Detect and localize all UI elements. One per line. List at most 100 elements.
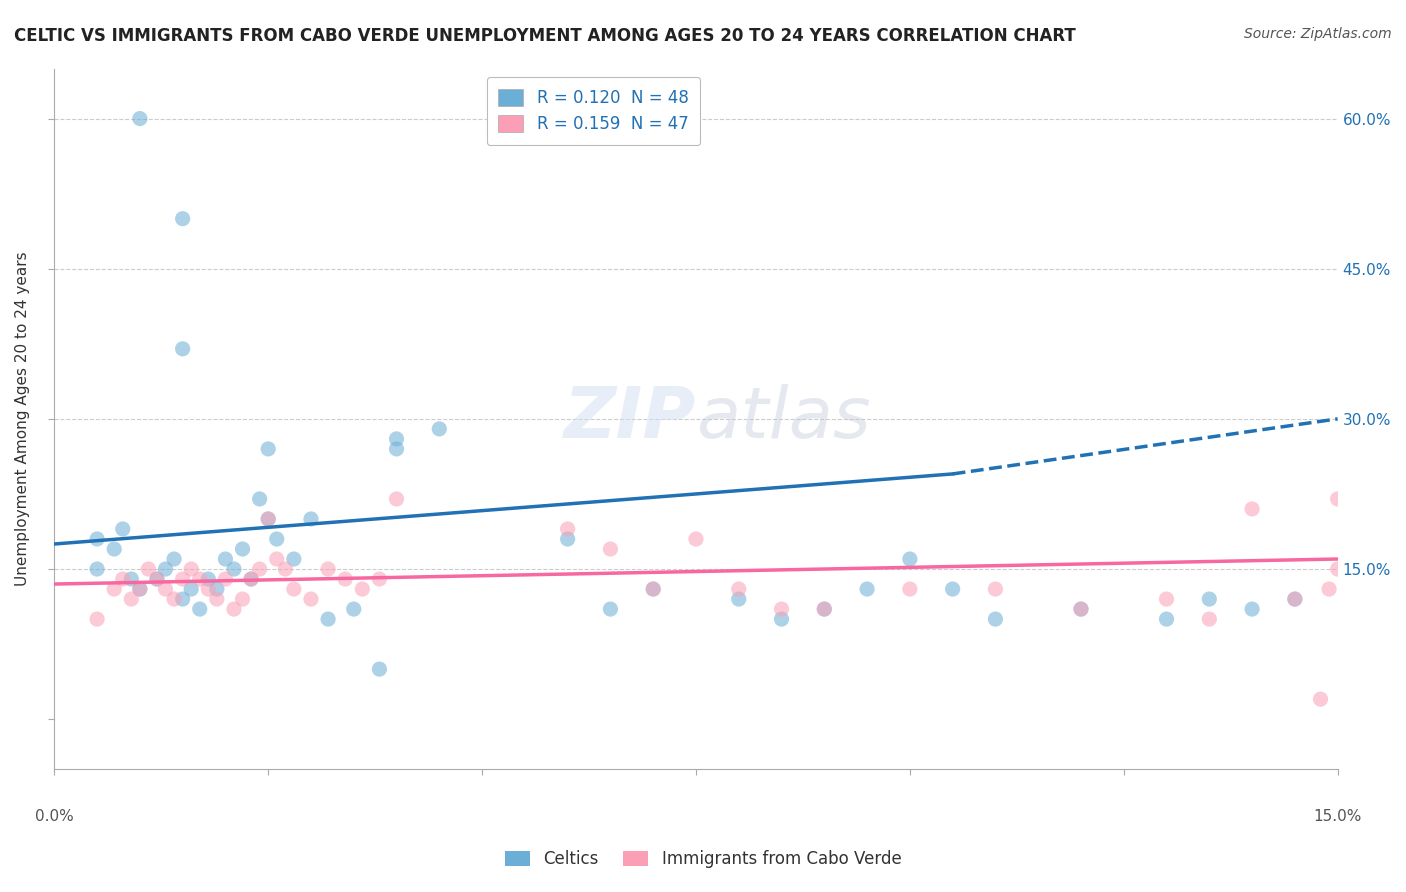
Point — [856, 582, 879, 596]
Point — [368, 662, 391, 676]
Point — [128, 582, 150, 596]
Legend: R = 0.120  N = 48, R = 0.159  N = 47: R = 0.120 N = 48, R = 0.159 N = 47 — [486, 77, 700, 145]
Point — [266, 552, 288, 566]
Point — [274, 562, 297, 576]
Point — [427, 422, 450, 436]
Point — [299, 592, 322, 607]
Legend: Celtics, Immigrants from Cabo Verde: Celtics, Immigrants from Cabo Verde — [498, 844, 908, 875]
Point — [103, 541, 125, 556]
Point — [249, 491, 271, 506]
Point — [240, 572, 263, 586]
Point — [163, 592, 186, 607]
Point — [770, 602, 793, 616]
Point — [316, 612, 339, 626]
Point — [172, 592, 194, 607]
Point — [1198, 612, 1220, 626]
Point — [197, 582, 219, 596]
Point — [770, 612, 793, 626]
Point — [1198, 592, 1220, 607]
Point — [120, 592, 142, 607]
Point — [1156, 592, 1178, 607]
Point — [368, 572, 391, 586]
Point — [197, 572, 219, 586]
Point — [155, 582, 177, 596]
Point — [111, 522, 134, 536]
Point — [205, 592, 228, 607]
Point — [352, 582, 374, 596]
Point — [1070, 602, 1092, 616]
Point — [180, 582, 202, 596]
Point — [1241, 502, 1264, 516]
Point — [1326, 562, 1348, 576]
Point — [557, 522, 579, 536]
Point — [1241, 602, 1264, 616]
Point — [283, 552, 305, 566]
Point — [138, 562, 160, 576]
Point — [685, 532, 707, 546]
Point — [172, 572, 194, 586]
Text: atlas: atlas — [696, 384, 870, 453]
Point — [231, 592, 253, 607]
Point — [231, 541, 253, 556]
Point — [385, 432, 408, 446]
Point — [155, 562, 177, 576]
Point — [172, 211, 194, 226]
Point — [984, 612, 1007, 626]
Point — [214, 552, 236, 566]
Point — [643, 582, 665, 596]
Point — [266, 532, 288, 546]
Point — [1317, 582, 1340, 596]
Point — [222, 602, 245, 616]
Point — [257, 442, 280, 456]
Point — [316, 562, 339, 576]
Point — [283, 582, 305, 596]
Point — [343, 602, 366, 616]
Text: 15.0%: 15.0% — [1313, 809, 1362, 824]
Point — [249, 562, 271, 576]
Point — [1284, 592, 1306, 607]
Point — [643, 582, 665, 596]
Point — [1326, 491, 1348, 506]
Point — [103, 582, 125, 596]
Point — [599, 602, 621, 616]
Point — [128, 112, 150, 126]
Point — [813, 602, 835, 616]
Point — [180, 562, 202, 576]
Point — [599, 541, 621, 556]
Point — [257, 512, 280, 526]
Text: Source: ZipAtlas.com: Source: ZipAtlas.com — [1244, 27, 1392, 41]
Point — [727, 582, 749, 596]
Text: 0.0%: 0.0% — [35, 809, 73, 824]
Text: ZIP: ZIP — [564, 384, 696, 453]
Point — [257, 512, 280, 526]
Point — [120, 572, 142, 586]
Point — [86, 532, 108, 546]
Point — [163, 552, 186, 566]
Text: CELTIC VS IMMIGRANTS FROM CABO VERDE UNEMPLOYMENT AMONG AGES 20 TO 24 YEARS CORR: CELTIC VS IMMIGRANTS FROM CABO VERDE UNE… — [14, 27, 1076, 45]
Point — [898, 582, 921, 596]
Point — [942, 582, 965, 596]
Point — [172, 342, 194, 356]
Point — [111, 572, 134, 586]
Point — [898, 552, 921, 566]
Point — [188, 602, 211, 616]
Point — [1284, 592, 1306, 607]
Point — [1070, 602, 1092, 616]
Point — [385, 442, 408, 456]
Point — [86, 562, 108, 576]
Point — [188, 572, 211, 586]
Point — [385, 491, 408, 506]
Y-axis label: Unemployment Among Ages 20 to 24 years: Unemployment Among Ages 20 to 24 years — [15, 252, 30, 586]
Point — [984, 582, 1007, 596]
Point — [86, 612, 108, 626]
Point — [240, 572, 263, 586]
Point — [557, 532, 579, 546]
Point — [813, 602, 835, 616]
Point — [214, 572, 236, 586]
Point — [222, 562, 245, 576]
Point — [1156, 612, 1178, 626]
Point — [299, 512, 322, 526]
Point — [727, 592, 749, 607]
Point — [146, 572, 169, 586]
Point — [1309, 692, 1331, 706]
